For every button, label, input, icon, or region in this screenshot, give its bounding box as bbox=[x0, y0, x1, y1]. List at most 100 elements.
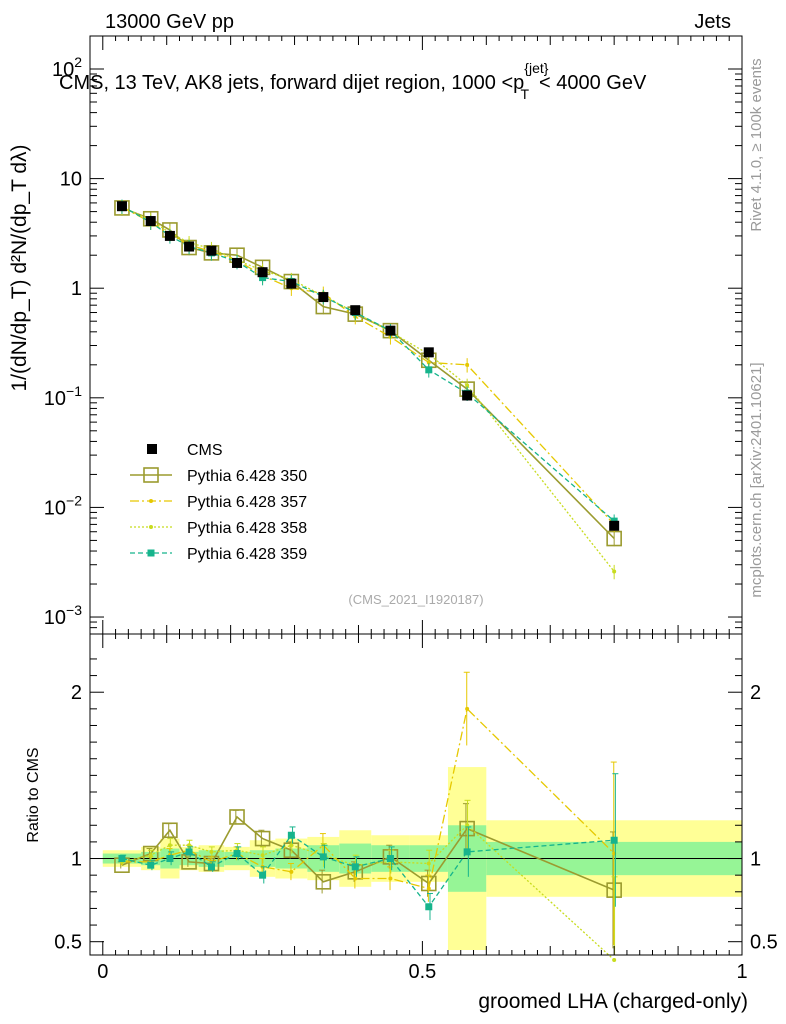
main-ylabel: 1/(dN/dp_T) d²N/(dp_T dλ) bbox=[8, 144, 31, 391]
ratio-point bbox=[260, 853, 265, 858]
legend-label: Pythia 6.428 359 bbox=[187, 546, 307, 563]
ratio-ytick-label-left: 0.5 bbox=[54, 932, 82, 954]
ratio-point bbox=[187, 843, 192, 848]
side-source-text: mcplots.cern.ch [arXiv:2401.10621] bbox=[748, 362, 765, 597]
legend-marker bbox=[147, 549, 155, 557]
ratio-point bbox=[351, 863, 359, 871]
series-line-3 bbox=[121, 206, 615, 572]
xtick-label: 0.5 bbox=[408, 961, 436, 983]
cms-point bbox=[164, 230, 175, 241]
ytick-label: 10−3 bbox=[44, 602, 82, 629]
side-source: mcplots.cern.ch [arXiv:2401.10621] bbox=[748, 362, 765, 597]
ratio-point bbox=[289, 843, 294, 848]
header-right: Jets bbox=[694, 11, 731, 33]
cms-point bbox=[232, 257, 243, 268]
ratio-point bbox=[167, 843, 172, 848]
legend: CMS Pythia 6.428 350 Pythia 6.428 357 Pythi… bbox=[130, 442, 307, 563]
cms-point bbox=[423, 347, 434, 358]
ratio-ytick-label-left: 2 bbox=[71, 682, 82, 704]
series-point bbox=[425, 366, 433, 374]
ratio-point bbox=[259, 871, 267, 879]
plot-title-end: < 4000 GeV bbox=[539, 72, 647, 94]
xlabel: groomed LHA (charged-only) bbox=[478, 990, 748, 1013]
main-plot-frame bbox=[89, 35, 743, 635]
ratio-plot-axes: 0 0.5 10.5 0.51 12 2 bbox=[54, 633, 778, 983]
series-point bbox=[426, 360, 431, 365]
ratio-ytick-label-right: 0.5 bbox=[750, 932, 778, 954]
ratio-point bbox=[465, 706, 470, 711]
cms-point bbox=[350, 305, 361, 316]
cms-point bbox=[462, 390, 473, 401]
ratio-point bbox=[386, 855, 394, 863]
ratio-ylabel-text: Ratio to CMS bbox=[25, 747, 42, 842]
cms-point bbox=[385, 325, 396, 336]
cms-point bbox=[318, 292, 329, 303]
ratio-ytick-label-right: 1 bbox=[750, 849, 761, 871]
ytick-label: 10−1 bbox=[44, 383, 82, 410]
ratio-point bbox=[315, 874, 332, 890]
ytick-label: 102 bbox=[52, 54, 82, 81]
ratio-point bbox=[254, 830, 271, 847]
ratio-plot-series bbox=[114, 671, 622, 962]
legend-label: Pythia 6.428 357 bbox=[187, 494, 307, 511]
ratio-line-4 bbox=[121, 834, 615, 908]
plot-title: CMS, 13 TeV, AK8 jets, forward dijet reg… bbox=[59, 60, 647, 102]
ratio-point bbox=[148, 853, 153, 858]
cms-point bbox=[184, 241, 195, 252]
ratio-point bbox=[319, 853, 327, 861]
legend-marker-cms bbox=[147, 444, 157, 454]
cms-point bbox=[206, 245, 217, 256]
main-plot-series bbox=[114, 199, 622, 580]
legend-marker bbox=[143, 467, 159, 483]
ratio-point bbox=[353, 876, 358, 881]
ytick-label: 1 bbox=[71, 278, 82, 300]
ratio-ytick-label-left: 1 bbox=[71, 849, 82, 871]
ratio-point bbox=[388, 876, 393, 881]
ratio-point bbox=[118, 855, 126, 863]
ratio-point bbox=[426, 861, 431, 866]
ratio-point bbox=[166, 855, 174, 863]
xtick-label: 0 bbox=[97, 961, 108, 983]
ratio-point bbox=[209, 849, 214, 854]
ratio-point bbox=[229, 809, 245, 825]
cms-point bbox=[116, 201, 127, 212]
series-point bbox=[465, 383, 470, 388]
header-left: 13000 GeV pp bbox=[105, 11, 234, 33]
series-point bbox=[465, 362, 470, 367]
ratio-point bbox=[612, 957, 617, 962]
series-point bbox=[612, 569, 617, 574]
cms-point bbox=[286, 278, 297, 289]
main-ylabel-text: 1/(dN/dp_T) d²N/(dp_T dλ) bbox=[8, 144, 31, 391]
ratio-ytick-label-right: 2 bbox=[750, 682, 761, 704]
ratio-point bbox=[465, 823, 470, 828]
ratio-line-3 bbox=[121, 824, 615, 961]
ratio-point bbox=[185, 848, 193, 856]
legend-label: Pythia 6.428 350 bbox=[187, 468, 307, 485]
ratio-point bbox=[207, 863, 215, 871]
watermark: (CMS_2021_I1920187) bbox=[348, 592, 483, 607]
side-rivet: Rivet 4.1.0, ≥ 100k events bbox=[748, 58, 765, 231]
xtick-label: 1 bbox=[736, 961, 747, 983]
cms-point bbox=[257, 267, 268, 278]
plot-title-main: CMS, 13 TeV, AK8 jets, forward dijet reg… bbox=[59, 72, 524, 94]
ratio-ylabel: Ratio to CMS bbox=[25, 747, 42, 842]
plot-title-sup: {jet} bbox=[524, 60, 548, 76]
legend-label: CMS bbox=[187, 442, 223, 459]
ytick-label: 10 bbox=[60, 169, 82, 191]
ytick-label: 10−2 bbox=[44, 492, 82, 519]
plot-title-sub: T bbox=[520, 86, 529, 102]
legend-marker bbox=[149, 525, 153, 529]
legend-marker bbox=[149, 499, 153, 503]
ratio-point bbox=[287, 831, 295, 839]
ratio-point bbox=[426, 886, 431, 891]
series-line-1 bbox=[121, 207, 615, 540]
ratio-line-2 bbox=[122, 707, 615, 890]
ratio-point bbox=[610, 836, 618, 844]
cms-point bbox=[609, 520, 620, 531]
cms-point bbox=[145, 216, 156, 227]
ratio-point bbox=[463, 848, 471, 856]
ratio-point bbox=[162, 822, 178, 839]
ratio-point bbox=[233, 850, 241, 858]
ratio-point bbox=[289, 869, 294, 874]
